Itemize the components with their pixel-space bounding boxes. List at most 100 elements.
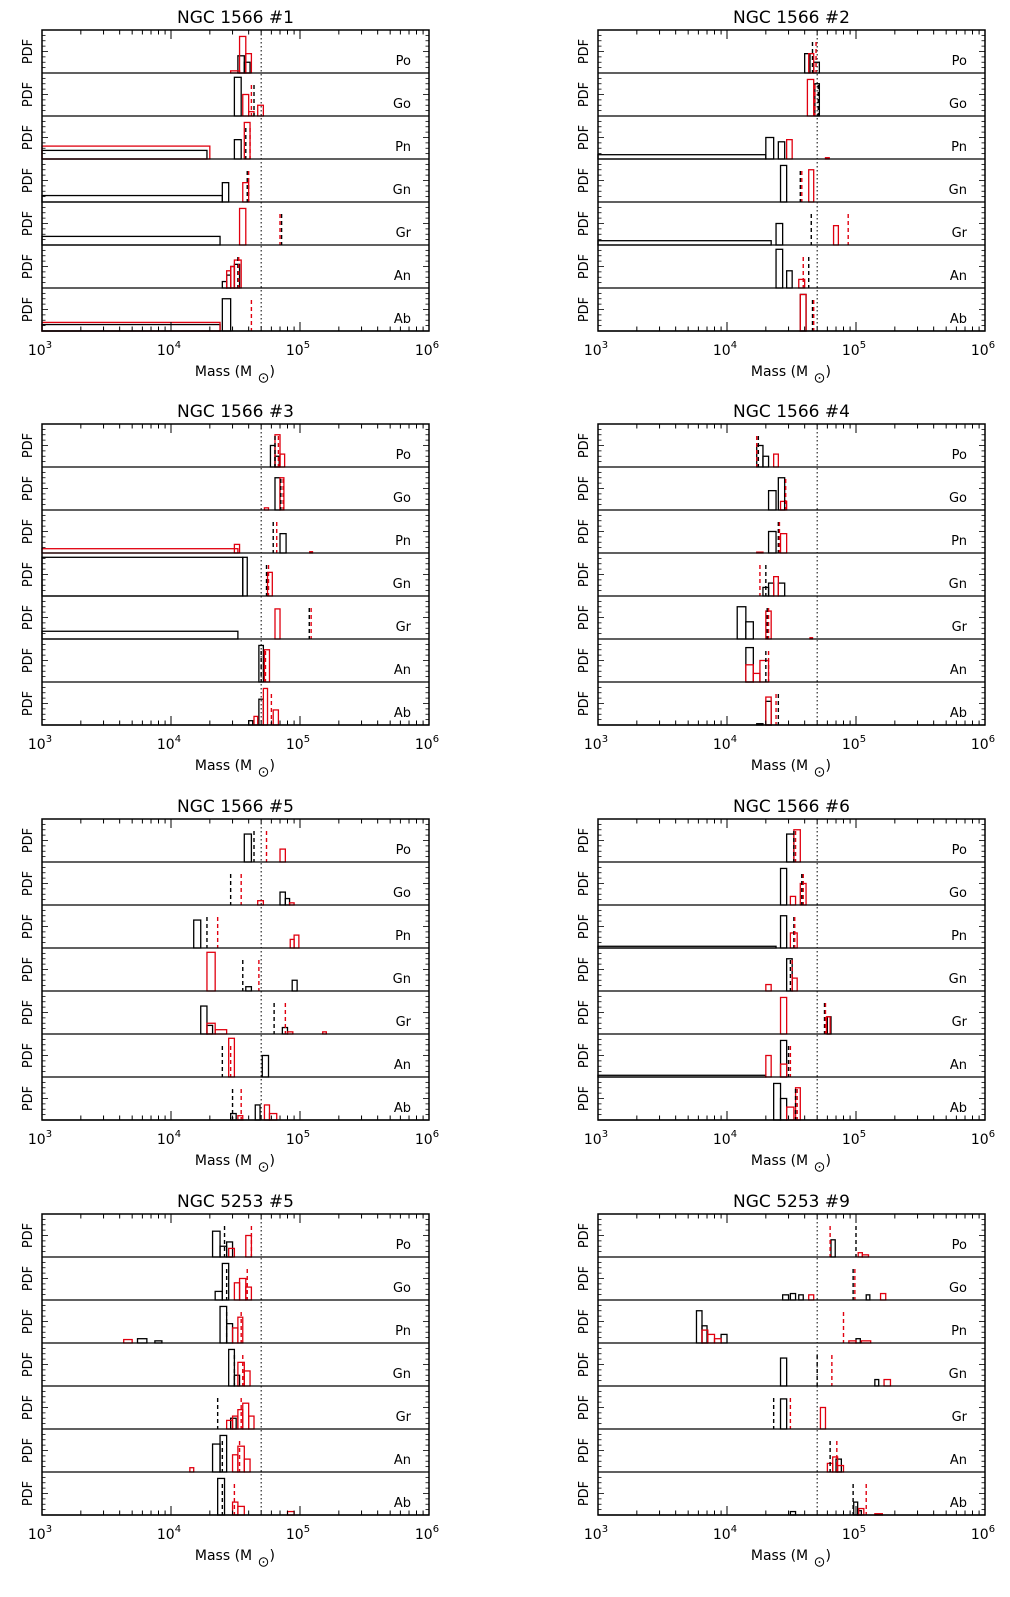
- pdf-row: Gr PDF: [21, 1390, 429, 1430]
- row-label: An: [394, 663, 411, 678]
- row-label: Gn: [393, 183, 411, 198]
- y-axis-label: PDF: [577, 519, 592, 544]
- row-label: Ab: [394, 312, 411, 327]
- histogram-bar-black: [225, 1241, 234, 1258]
- plot-frame: [597, 423, 986, 726]
- y-axis-label: PDF: [21, 914, 36, 939]
- pdf-row: Go PDF: [577, 77, 985, 117]
- y-axis-label: PDF: [21, 519, 36, 544]
- x-axis-label-close: ): [270, 1153, 275, 1169]
- row-label: Ab: [950, 1496, 967, 1511]
- histogram-bar-red: [293, 934, 300, 949]
- y-axis-label: PDF: [21, 433, 36, 458]
- pdf-row: An PDF: [577, 643, 985, 683]
- pdf-row: Pn PDF: [21, 514, 429, 554]
- histogram-bar-red: [773, 576, 779, 597]
- x-tick-label: 103: [584, 1524, 608, 1543]
- histogram-bar-red: [231, 1327, 239, 1344]
- histogram-bar-red: [231, 1501, 239, 1516]
- histogram-bar-black: [830, 1239, 836, 1258]
- row-label: Go: [393, 1281, 411, 1296]
- y-axis-label: PDF: [21, 254, 36, 279]
- pdf-row: Go PDF: [21, 1261, 429, 1301]
- histogram-bar-black: [779, 164, 788, 203]
- row-label: An: [950, 269, 967, 284]
- y-axis-label: PDF: [21, 605, 36, 630]
- pdf-row: Ab PDF: [21, 1081, 429, 1121]
- x-axis-label-close: ): [270, 758, 275, 774]
- x-axis-label-close: ): [270, 364, 275, 380]
- histogram-bar-red: [765, 1054, 772, 1078]
- histogram-bar-black: [279, 891, 287, 906]
- pdf-row: An PDF: [21, 1433, 429, 1473]
- pdf-row: Ab PDF: [577, 1081, 985, 1121]
- pdf-row: An PDF: [21, 249, 429, 289]
- y-axis-label: PDF: [21, 1000, 36, 1025]
- x-tick-label: 104: [157, 734, 181, 753]
- pdf-row: Gr PDF: [577, 206, 985, 246]
- pdf-row: Pn PDF: [21, 909, 429, 949]
- histogram-bar-black: [720, 1333, 728, 1344]
- y-axis-label: PDF: [577, 1000, 592, 1025]
- row-label: Po: [396, 1238, 411, 1253]
- y-axis-label: PDF: [577, 254, 592, 279]
- histogram-bar-black: [225, 1323, 234, 1344]
- y-axis-label: PDF: [21, 211, 36, 236]
- histogram-bar-black: [779, 867, 788, 906]
- pdf-row: Gn PDF: [21, 163, 429, 203]
- x-tick-label: 105: [842, 1129, 866, 1148]
- histogram-bar-black: [274, 477, 281, 511]
- pdf-row: Gn PDF: [577, 557, 985, 597]
- sun-symbol-dot: [262, 1561, 265, 1563]
- y-axis-label: PDF: [21, 1481, 36, 1506]
- histogram-bar-black: [254, 1104, 261, 1121]
- plot-frame: [41, 423, 430, 726]
- pdf-row: Gr PDF: [577, 995, 985, 1035]
- row-label: Pn: [395, 1324, 411, 1339]
- pdf-row: Go PDF: [577, 471, 985, 511]
- histogram-bar-red: [237, 1445, 245, 1473]
- y-axis-label: PDF: [21, 125, 36, 150]
- histogram-bar-red: [274, 608, 281, 640]
- pdf-row: Gr PDF: [577, 600, 985, 640]
- pdf-row: Gr PDF: [21, 206, 429, 246]
- pdf-row: Pn PDF: [577, 514, 985, 554]
- row-label: Ab: [394, 1496, 411, 1511]
- pdf-row: An PDF: [577, 1433, 985, 1473]
- y-axis-label: PDF: [577, 691, 592, 716]
- histogram-bar-red: [243, 1458, 251, 1473]
- histogram-bar-red: [779, 1063, 788, 1078]
- x-tick-label: 104: [157, 340, 181, 359]
- pdf-row: Gr PDF: [21, 600, 429, 640]
- y-axis-label: PDF: [21, 691, 36, 716]
- histogram-bar-black: [779, 1097, 788, 1121]
- pdf-row: Po PDF: [21, 428, 429, 468]
- histogram-bar-black: [773, 1082, 782, 1121]
- row-label: An: [950, 663, 967, 678]
- histogram-bar-black: [233, 138, 242, 160]
- histogram-bar-black: [214, 1290, 223, 1301]
- sun-symbol-dot: [262, 771, 265, 773]
- pdf-row: Ab PDF: [21, 292, 429, 332]
- pdf-row: Go PDF: [577, 866, 985, 906]
- histogram-bar-black: [798, 1294, 804, 1301]
- histogram-bar-black: [799, 293, 807, 332]
- sun-symbol-icon: [258, 1557, 269, 1567]
- histogram-bar-red: [799, 293, 807, 332]
- row-label: Gn: [393, 972, 411, 987]
- y-axis-label: PDF: [21, 1223, 36, 1248]
- plot-frame: [41, 1213, 430, 1516]
- row-label: Go: [949, 1281, 967, 1296]
- y-axis-label: PDF: [21, 828, 36, 853]
- histogram-bar-red: [279, 453, 286, 468]
- y-axis-label: PDF: [577, 1395, 592, 1420]
- y-axis-label: PDF: [577, 476, 592, 501]
- sun-symbol-dot: [262, 1166, 265, 1168]
- pdf-row: Ab PDF: [577, 686, 985, 726]
- histogram-bar-red: [794, 1087, 801, 1121]
- histogram-bar-black: [211, 1443, 221, 1473]
- x-tick-label: 105: [842, 734, 866, 753]
- x-tick-label: 104: [713, 340, 737, 359]
- pdf-row: Gn PDF: [21, 1347, 429, 1387]
- row-label: An: [950, 1058, 967, 1073]
